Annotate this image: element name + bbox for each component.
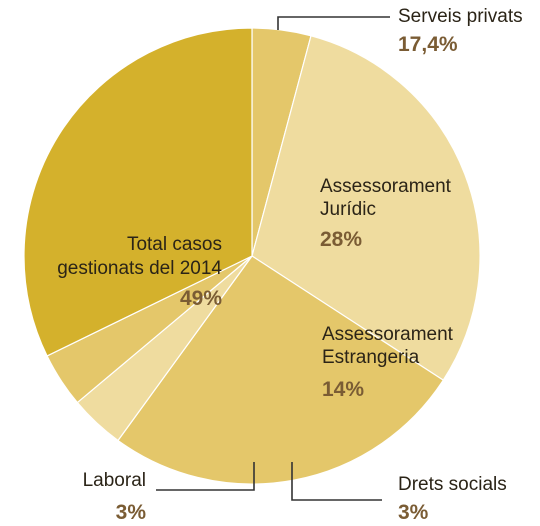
slice-label-total-line2: gestionats del 2014	[57, 258, 222, 279]
slice-value-serveis-privats: 17,4%	[398, 33, 458, 56]
slice-label-serveis-privats: Serveis privats	[398, 6, 523, 27]
slice-value-drets-socials: 3%	[398, 501, 429, 524]
slice-label-laboral: Laboral	[83, 470, 146, 491]
leader-line-laboral	[156, 462, 255, 491]
slice-label-drets-socials: Drets socials	[398, 474, 507, 495]
pie-slice-5	[23, 27, 253, 357]
pie-slice-2	[117, 255, 445, 485]
slice-label-juridic-line1: Assessorament	[320, 176, 452, 197]
leader-line-serveis-privats	[277, 16, 390, 30]
slice-label-estrangeria-line1: Assessorament	[322, 324, 454, 345]
slice-value-estrangeria: 14%	[322, 378, 364, 401]
slice-label-juridic-line2: Jurídic	[320, 199, 376, 220]
slice-label-estrangeria-line2: Estrangeria	[322, 347, 420, 368]
slice-value-laboral: 3%	[116, 501, 147, 524]
slice-label-total-line1: Total casos	[127, 234, 222, 255]
pie-slice-1	[251, 35, 481, 382]
slice-value-total: 49%	[180, 287, 222, 310]
slice-value-juridic: 28%	[320, 228, 362, 251]
leader-line-drets-socials	[291, 462, 382, 501]
